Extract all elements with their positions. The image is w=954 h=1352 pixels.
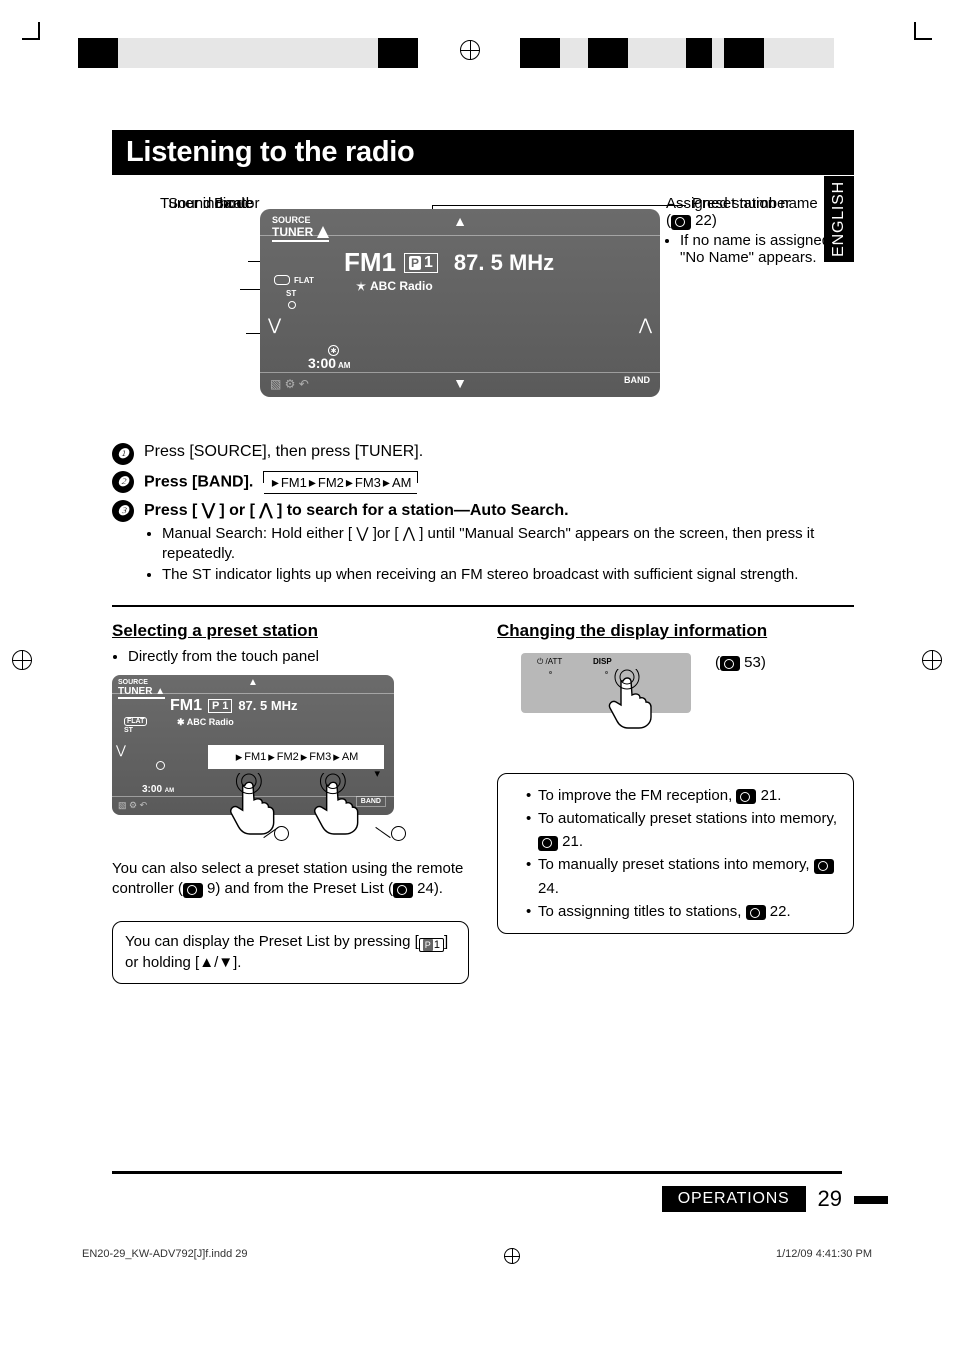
register-mark: [460, 40, 480, 60]
preset-list-tip-box: You can display the Preset List by press…: [112, 921, 469, 984]
crop-corner: [914, 38, 932, 40]
band-display: FM1 P 1 87. 5 MHz: [170, 697, 298, 715]
tips-box: To improve the FM reception, 21. To auto…: [497, 773, 854, 935]
bullet: Directly from the touch panel: [128, 647, 469, 667]
preset-badge: P1: [404, 253, 438, 273]
att-button-label: ⏻ /ATT: [537, 657, 562, 667]
cycle-down-arrow: ▾: [374, 767, 380, 780]
bluetooth-icon: [156, 761, 165, 770]
touch-hand-icon: [222, 773, 284, 835]
steps-list: ❶ Press [SOURCE], then press [TUNER]. ❷ …: [112, 443, 854, 587]
disp-panel-row: ⏻ /ATT DISP ( 53): [497, 647, 854, 713]
down-chevron-icon: ⋁: [268, 315, 281, 335]
source-indicator: SOURCE TUNER: [266, 213, 335, 244]
crop-corner: [22, 38, 40, 40]
callout-line: [375, 827, 390, 838]
page-title: Listening to the radio: [126, 136, 840, 169]
tip-item: To improve the FM reception, 21.: [526, 784, 841, 807]
remote-note: You can also select a preset station usi…: [112, 859, 469, 900]
main-screen-diagram: Preset number Band Sound mode Tuner indi…: [112, 195, 854, 435]
print-timestamp: 1/12/09 4:41:30 PM: [776, 1248, 872, 1264]
sound-mode-indicator: FLAT: [124, 717, 147, 726]
up-chevron-icon: ⋀: [639, 315, 652, 335]
disp-button-label: DISP: [593, 657, 612, 666]
ref-icon: [746, 905, 766, 920]
sound-mode-indicator: FLAT: [274, 275, 314, 285]
register-mark: [12, 650, 32, 670]
ref-icon: [183, 883, 203, 898]
footer-stub: [854, 1196, 888, 1204]
source-indicator: SOURCE TUNER ▲: [118, 679, 165, 699]
small-screen-mock: SOURCE TUNER ▲ ▲ FM1 P 1 87. 5 MHz ✱ ABC…: [112, 675, 394, 815]
callout-1: 1: [391, 826, 406, 841]
tip-item: To automatically preset stations into me…: [526, 807, 841, 854]
touch-hand-icon: [306, 773, 368, 835]
up-arrow-icon: ▲: [453, 213, 467, 229]
footer-rule: [112, 1171, 842, 1174]
label-tuner-indicator: Tuner indicator: [160, 195, 260, 212]
disp-ref: ( 53): [715, 653, 766, 673]
two-column-section: Selecting a preset station Directly from…: [112, 621, 854, 984]
step-text: Press [ ⋁ ] or [ ⋀ ] to search for a sta…: [144, 500, 854, 587]
disp-panel-mock: ⏻ /ATT DISP: [521, 653, 691, 713]
band-cycle-diagram: ▸FM1 ▸FM2 ▸FM3 ▸AM: [264, 471, 418, 494]
radio-screen-mock: SOURCE TUNER ▲ FM1 P1 87. 5 MHz ABC Radi…: [260, 209, 660, 397]
down-chevron-icon: ⋁: [116, 743, 126, 757]
tip-item: To manually preset stations into memory,…: [526, 853, 841, 900]
station-name: ✱ ABC Radio: [177, 717, 234, 728]
down-arrow-icon: ▼: [453, 375, 467, 391]
register-mark: [504, 1248, 520, 1264]
page-content: Listening to the radio Preset number Ban…: [112, 130, 854, 984]
print-footer: EN20-29_KW-ADV792[J]f.indd 29 1/12/09 4:…: [82, 1248, 872, 1264]
ref-icon: [720, 656, 740, 671]
subheading: Selecting a preset station: [112, 621, 469, 641]
tip-item: To assignning titles to stations, 22.: [526, 900, 841, 923]
ref-icon: [736, 789, 756, 804]
clock: 3:00 AM: [142, 784, 174, 795]
step-2: ❷ Press [BAND]. ▸FM1 ▸FM2 ▸FM3 ▸AM: [112, 471, 854, 494]
st-indicator: ST: [124, 727, 133, 734]
corner-icons: ▧ ⚙ ↶: [270, 377, 309, 391]
label-assigned-name: Assigned station name ( 22) If no name i…: [666, 195, 846, 266]
antenna-icon: [317, 226, 329, 238]
band-cycle-diagram: ▸FM1 ▸FM2 ▸FM3 ▸AM: [208, 745, 384, 769]
left-column: Selecting a preset station Directly from…: [112, 621, 469, 984]
step-1: ❶ Press [SOURCE], then press [TUNER].: [112, 443, 854, 465]
step-text: Press [BAND]. ▸FM1 ▸FM2 ▸FM3 ▸AM: [144, 471, 417, 494]
touch-hand-icon: [601, 669, 661, 729]
header-color-bar: [520, 38, 834, 68]
station-name: ABC Radio: [356, 279, 433, 293]
step-badge: ❶: [112, 443, 134, 465]
section-label: OPERATIONS: [662, 1186, 806, 1212]
up-arrow-icon: ▲: [248, 677, 258, 688]
ref-icon: [671, 215, 691, 230]
ref-icon: [814, 859, 834, 874]
header-color-bar: [78, 38, 418, 68]
ref-icon: [393, 883, 413, 898]
leader-line: [432, 205, 686, 206]
step-badge: ❷: [112, 471, 134, 493]
step-3: ❸ Press [ ⋁ ] or [ ⋀ ] to search for a s…: [112, 500, 854, 587]
step-badge: ❸: [112, 500, 134, 522]
st-indicator: ST: [286, 289, 296, 298]
footer: OPERATIONS 29: [662, 1186, 842, 1212]
right-column: Changing the display information ⏻ /ATT …: [497, 621, 854, 984]
step-text: Press [SOURCE], then press [TUNER].: [144, 443, 423, 461]
subheading: Changing the display information: [497, 621, 854, 641]
print-filename: EN20-29_KW-ADV792[J]f.indd 29: [82, 1248, 248, 1264]
band-display: FM1 P1 87. 5 MHz: [344, 247, 640, 278]
band-button-label: BAND: [624, 375, 650, 385]
register-mark: [922, 650, 942, 670]
page-title-bar: Listening to the radio: [112, 130, 854, 175]
corner-icons: ▧ ⚙ ↶: [118, 800, 147, 811]
panel-dot: [549, 671, 552, 674]
ref-icon: [538, 836, 558, 851]
section-divider: [112, 605, 854, 607]
page-number: 29: [818, 1186, 842, 1212]
clock: 3:00AM: [308, 355, 350, 371]
preset-icon: P1: [419, 938, 444, 952]
